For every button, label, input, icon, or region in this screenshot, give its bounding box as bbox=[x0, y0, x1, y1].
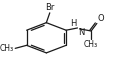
Text: CH₃: CH₃ bbox=[84, 40, 98, 49]
Text: O: O bbox=[97, 14, 104, 23]
Text: Br: Br bbox=[45, 3, 54, 12]
Text: CH₃: CH₃ bbox=[0, 44, 14, 53]
Text: H: H bbox=[71, 19, 77, 28]
Text: N: N bbox=[78, 28, 84, 37]
